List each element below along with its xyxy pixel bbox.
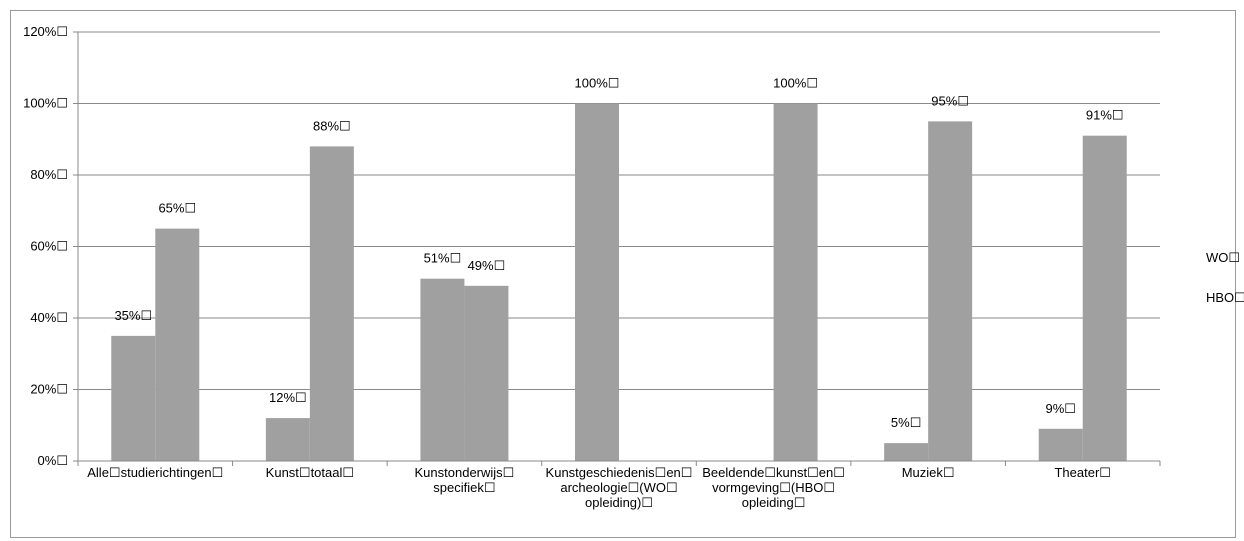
bar-hbo [155,228,200,461]
x-tick-label: Kunstgeschiedenis☐en☐ archeologie☐(WO☐ opl… [546,465,693,510]
legend-label: HBO☐ [1206,290,1244,305]
data-label: 95%☐ [931,93,969,108]
y-tick-label: 60%☐ [30,239,68,254]
bar-wo [1038,428,1083,461]
bar-hbo [773,103,818,461]
x-tick-label: Theater☐ [1054,465,1110,480]
y-tick-label: 20%☐ [30,382,68,397]
y-tick-label: 40%☐ [30,310,68,325]
data-label: 65%☐ [158,201,196,216]
y-tick-label: 0%☐ [38,453,68,468]
bar-hbo [928,121,973,461]
x-tick-label: Kunst☐totaal☐ [266,465,354,480]
bar-wo [575,103,619,461]
x-axis: Alle☐studierichtingen☐ Kunst☐totaal☐ Kunst… [77,460,1161,510]
y-tick-label: 100%☐ [23,96,68,111]
x-tick-label: Kunstonderwijs☐ specifiek☐ [415,465,515,495]
data-label: 91%☐ [1086,108,1124,123]
bar-wo [111,335,156,461]
chart-frame [10,10,1236,538]
bar-wo [265,418,310,461]
bar-wo [884,443,929,461]
data-label: 35%☐ [114,308,152,323]
bars [111,103,1127,462]
data-label: 100%☐ [773,76,818,91]
data-label: 9%☐ [1045,401,1075,416]
bar-hbo [1082,135,1127,462]
data-label: 88%☐ [313,118,351,133]
x-tick-label: Muziek☐ [902,465,955,480]
legend-label: WO☐ [1206,250,1240,265]
y-tick-label: 80%☐ [30,167,68,182]
y-axis: 0%☐ 20%☐ 40%☐ 60%☐ 80%☐ 100%☐ 120%☐ [23,24,79,468]
y-tick-label: 120%☐ [23,24,68,39]
data-label: 5%☐ [891,415,921,430]
data-label: 12%☐ [269,390,307,405]
data-labels: 35%☐ 65%☐ 12%☐ 88%☐ 51%☐ 49%☐ 100%☐ 100%☐ 5%☐ 95%… [114,76,1123,431]
bar-wo [420,278,465,461]
x-tick-label: Beeldende☐kunst☐en☐ vormgeving☐(HBO☐ oplei… [702,465,845,510]
data-label: 49%☐ [468,258,506,273]
x-tick-label: Alle☐studierichtingen☐ [87,465,223,480]
data-label: 51%☐ [424,251,462,266]
data-label: 100%☐ [575,76,620,91]
bar-hbo [464,285,509,461]
legend: WO☐ HBO☐ [1206,250,1244,305]
bar-hbo [309,146,354,461]
